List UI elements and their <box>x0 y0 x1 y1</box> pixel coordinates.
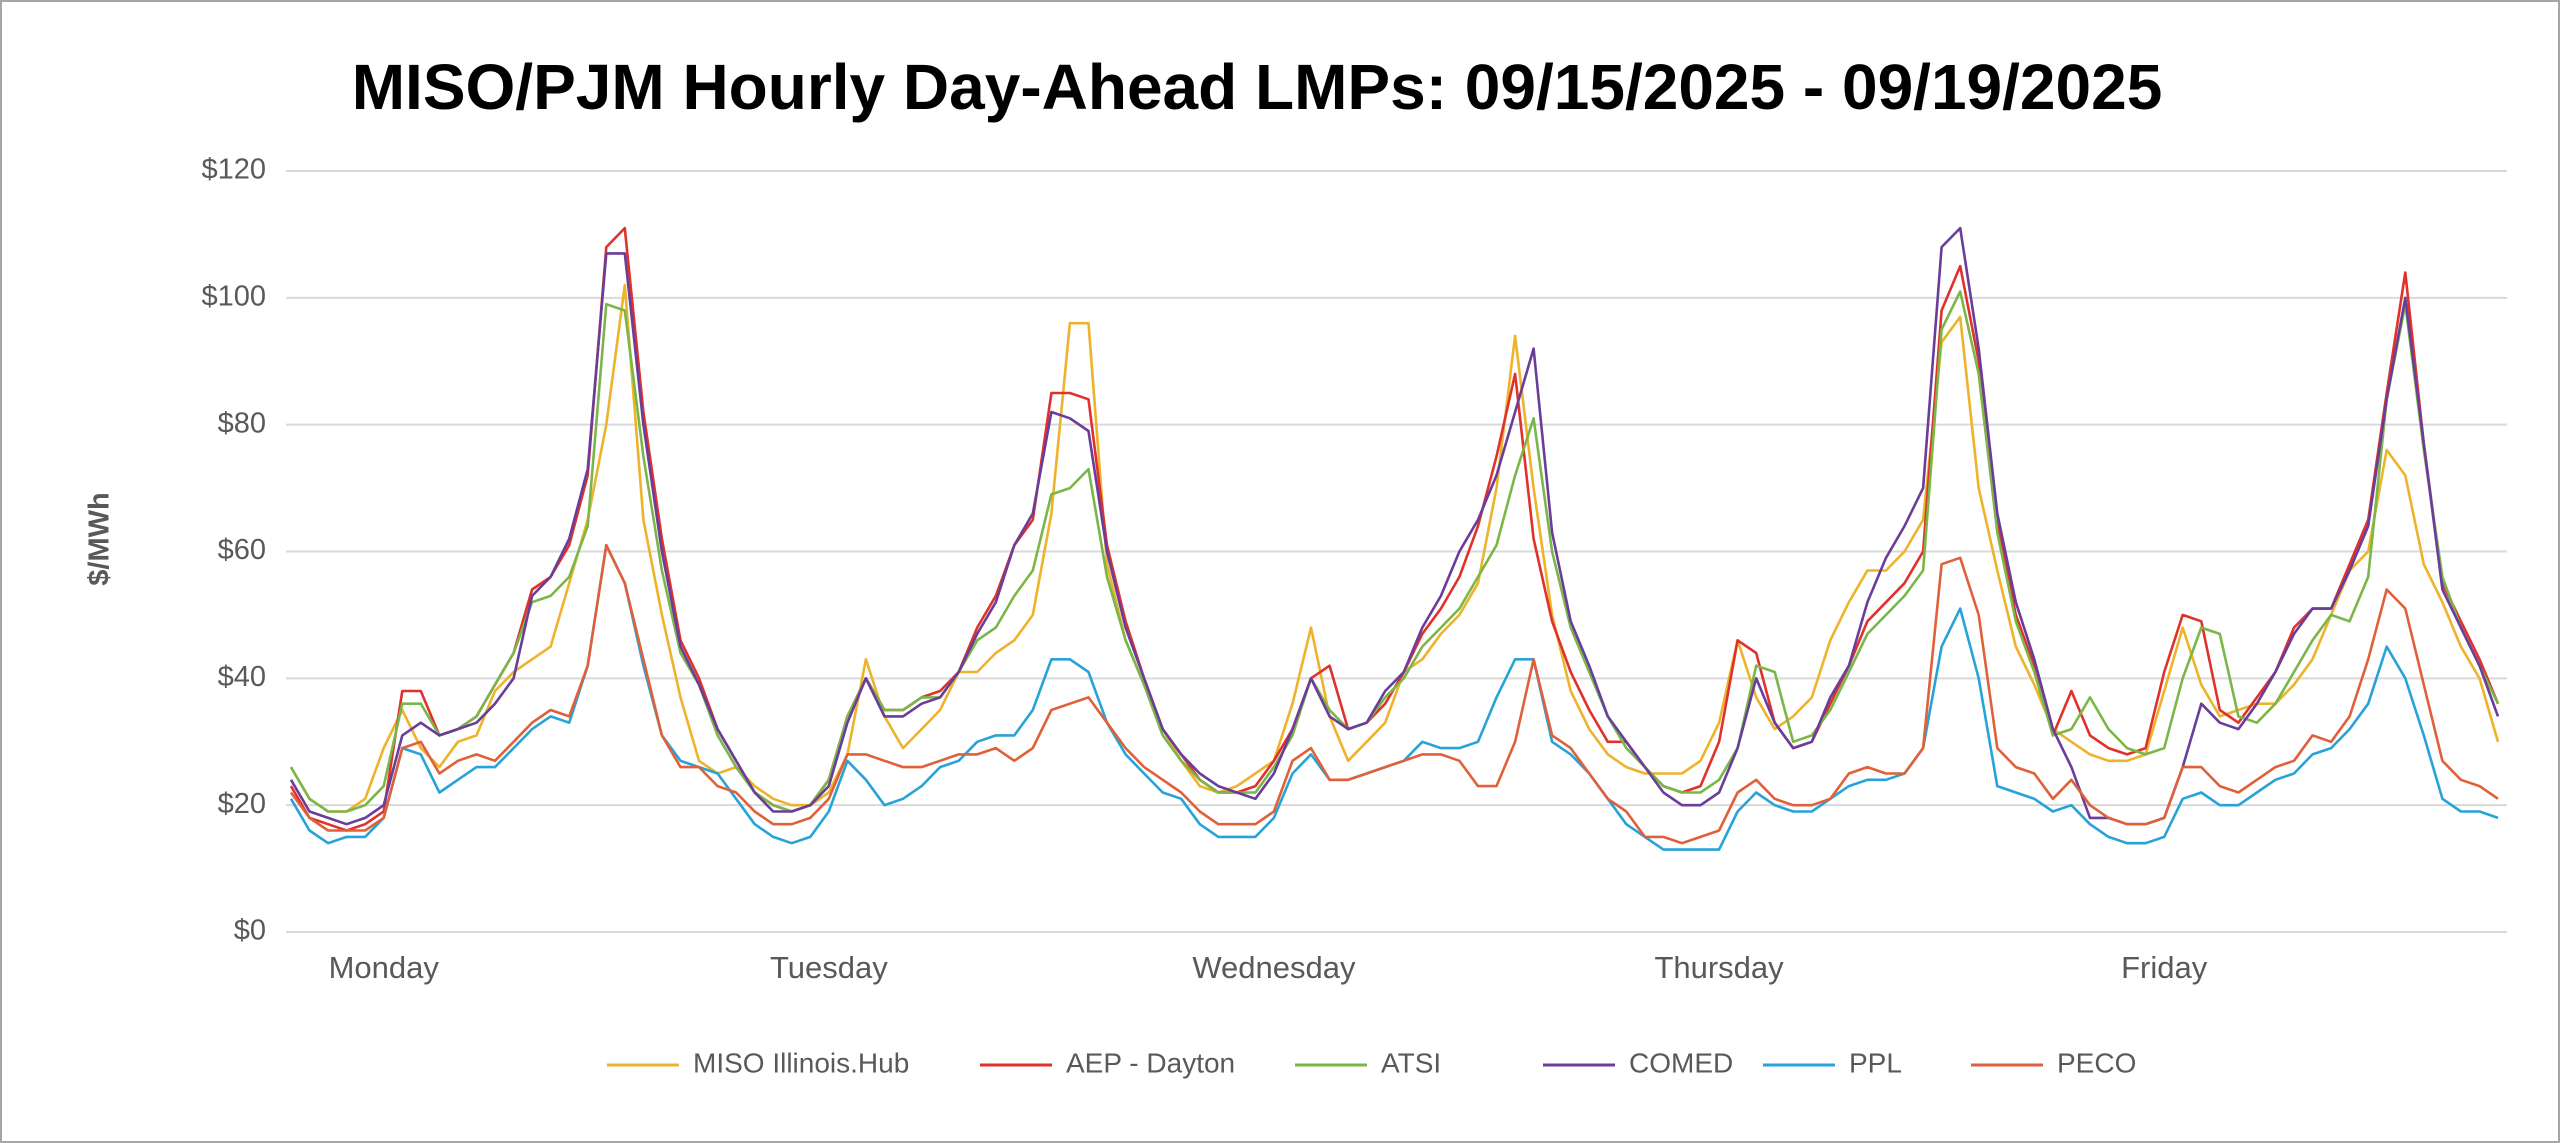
y-tick-label: $0 <box>234 915 266 947</box>
legend-label: MISO Illinois.Hub <box>693 1047 909 1078</box>
x-tick-label: Thursday <box>1654 950 1784 985</box>
series-line <box>289 283 2500 813</box>
y-tick-label: $20 <box>218 788 266 820</box>
legend-label: PPL <box>1849 1047 1902 1078</box>
x-tick-label: Tuesday <box>770 950 888 985</box>
y-tick-label: $100 <box>201 280 266 312</box>
legend-label: AEP - Dayton <box>1066 1047 1235 1078</box>
series-line <box>289 290 2500 813</box>
x-tick-label: Friday <box>2121 950 2208 985</box>
y-tick-label: $120 <box>201 154 266 186</box>
chart-title: MISO/PJM Hourly Day-Ahead LMPs: 09/15/20… <box>352 51 2163 123</box>
y-tick-label: $80 <box>218 407 266 439</box>
legend-label: ATSI <box>1381 1047 1441 1078</box>
legend-label: PECO <box>2057 1047 2136 1078</box>
series-line <box>289 543 2499 845</box>
y-tick-label: $40 <box>218 661 266 693</box>
y-tick-label: $60 <box>218 534 266 566</box>
x-tick-label: Monday <box>329 950 440 985</box>
legend-label: COMED <box>1629 1047 1733 1078</box>
x-tick-label: Wednesday <box>1192 950 1356 985</box>
y-axis-title: $/MWh <box>84 492 116 585</box>
